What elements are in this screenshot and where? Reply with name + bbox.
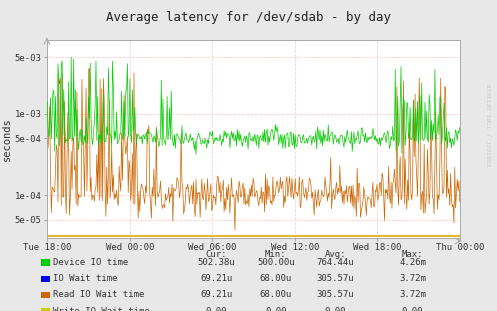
Text: Cur:: Cur:	[205, 250, 227, 259]
Text: Average latency for /dev/sdab - by day: Average latency for /dev/sdab - by day	[106, 11, 391, 24]
Text: 502.38u: 502.38u	[197, 258, 235, 267]
Text: Max:: Max:	[402, 250, 423, 259]
Text: 3.72m: 3.72m	[399, 290, 426, 299]
Text: 4.26m: 4.26m	[399, 258, 426, 267]
Text: 305.57u: 305.57u	[317, 290, 354, 299]
Text: Avg:: Avg:	[325, 250, 346, 259]
Text: 0.00: 0.00	[325, 307, 346, 311]
Text: IO Wait time: IO Wait time	[53, 274, 117, 283]
Text: 764.44u: 764.44u	[317, 258, 354, 267]
Text: 69.21u: 69.21u	[200, 274, 232, 283]
Text: Write IO Wait time: Write IO Wait time	[53, 307, 150, 311]
Text: 0.00: 0.00	[205, 307, 227, 311]
Text: 3.72m: 3.72m	[399, 274, 426, 283]
Text: 500.00u: 500.00u	[257, 258, 295, 267]
Text: 0.00: 0.00	[402, 307, 423, 311]
Y-axis label: seconds: seconds	[2, 117, 12, 161]
Text: 68.00u: 68.00u	[260, 290, 292, 299]
Text: RRDTOOL / TOBI OETIKER: RRDTOOL / TOBI OETIKER	[487, 83, 492, 166]
Text: 68.00u: 68.00u	[260, 274, 292, 283]
Text: 305.57u: 305.57u	[317, 274, 354, 283]
Text: 69.21u: 69.21u	[200, 290, 232, 299]
Text: Min:: Min:	[265, 250, 287, 259]
Text: Read IO Wait time: Read IO Wait time	[53, 290, 144, 299]
Text: 0.00: 0.00	[265, 307, 287, 311]
Text: Device IO time: Device IO time	[53, 258, 128, 267]
